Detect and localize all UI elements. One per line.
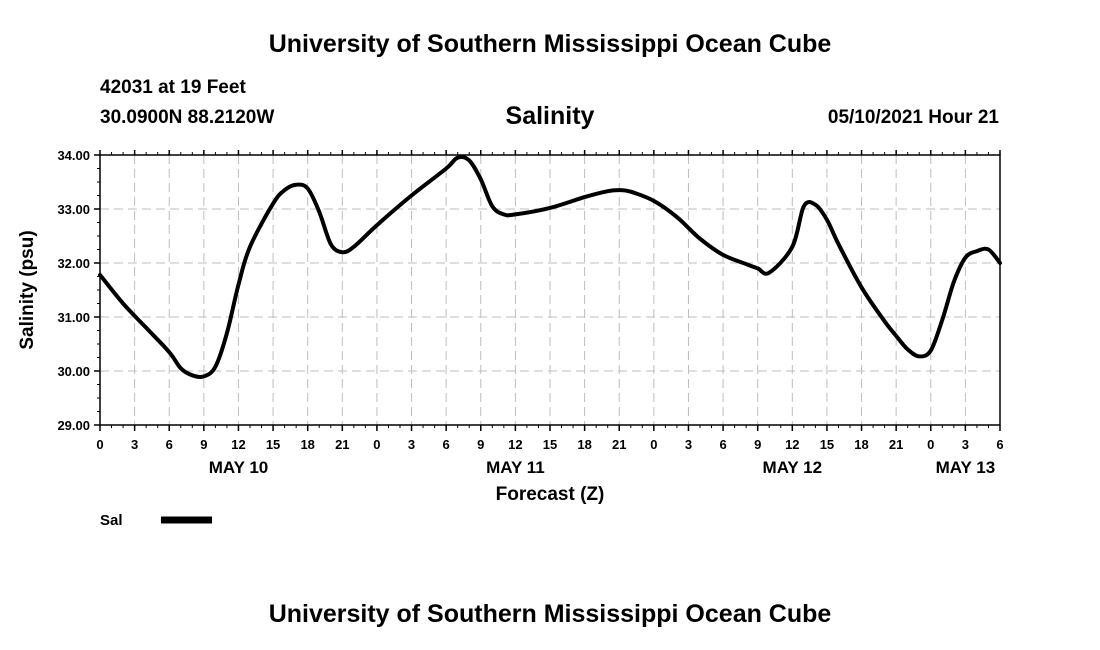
x-tick-label: 0: [927, 437, 934, 452]
x-tick-label: 12: [508, 437, 522, 452]
station-label: 42031 at 19 Feet: [100, 77, 246, 98]
x-tick-label: 21: [889, 437, 903, 452]
x-tick-label: 0: [650, 437, 657, 452]
x-tick-label: 6: [166, 437, 173, 452]
x-tick-label: 12: [785, 437, 799, 452]
y-tick-label: 32.00: [57, 256, 90, 271]
x-tick-label: 15: [820, 437, 834, 452]
date-label: MAY 12: [763, 458, 823, 477]
x-tick-label: 0: [373, 437, 380, 452]
x-tick-label: 21: [335, 437, 349, 452]
x-axis-label: Forecast (Z): [496, 484, 605, 505]
footer-title: University of Southern Mississippi Ocean…: [268, 600, 832, 628]
y-axis-label: Salinity (psu): [17, 230, 38, 349]
y-tick-label: 29.00: [57, 418, 90, 433]
coordinates-label: 30.0900N 88.2120W: [100, 107, 275, 128]
series-line-sal: [98, 154, 1002, 380]
x-tick-label: 15: [543, 437, 557, 452]
x-tick-label: 0: [96, 437, 103, 452]
x-tick-label: 18: [577, 437, 591, 452]
legend-label: Sal: [100, 512, 123, 529]
y-tick-label: 30.00: [57, 364, 90, 379]
axis-ticks: 29.00 30.00 31.00 32.00 33.00 34.00 0 3 6 9 12 15 18…: [57, 148, 1003, 477]
legend: Sal: [100, 512, 212, 529]
x-tick-label: 6: [443, 437, 450, 452]
x-tick-label: 3: [408, 437, 415, 452]
y-tick-label: 31.00: [57, 310, 90, 325]
x-tick-label: 6: [996, 437, 1003, 452]
x-tick-label: 3: [685, 437, 692, 452]
x-tick-label: 3: [131, 437, 138, 452]
x-tick-label: 18: [300, 437, 314, 452]
date-label: MAY 10: [209, 458, 269, 477]
x-tick-label: 6: [719, 437, 726, 452]
y-tick-label: 33.00: [57, 202, 90, 217]
x-tick-label: 9: [477, 437, 484, 452]
date-label: MAY 13: [936, 458, 996, 477]
date-label: MAY 11: [486, 458, 545, 477]
chart-title: Salinity: [505, 102, 595, 130]
x-tick-label: 15: [266, 437, 280, 452]
x-tick-label: 9: [754, 437, 761, 452]
x-tick-label: 12: [231, 437, 245, 452]
x-tick-label: 21: [612, 437, 626, 452]
x-tick-label: 3: [962, 437, 969, 452]
y-tick-label: 34.00: [57, 148, 90, 163]
page-title: University of Southern Mississippi Ocean…: [268, 30, 832, 58]
run-time-label: 05/10/2021 Hour 21: [827, 107, 999, 128]
x-tick-label: 9: [200, 437, 207, 452]
x-tick-label: 18: [854, 437, 868, 452]
